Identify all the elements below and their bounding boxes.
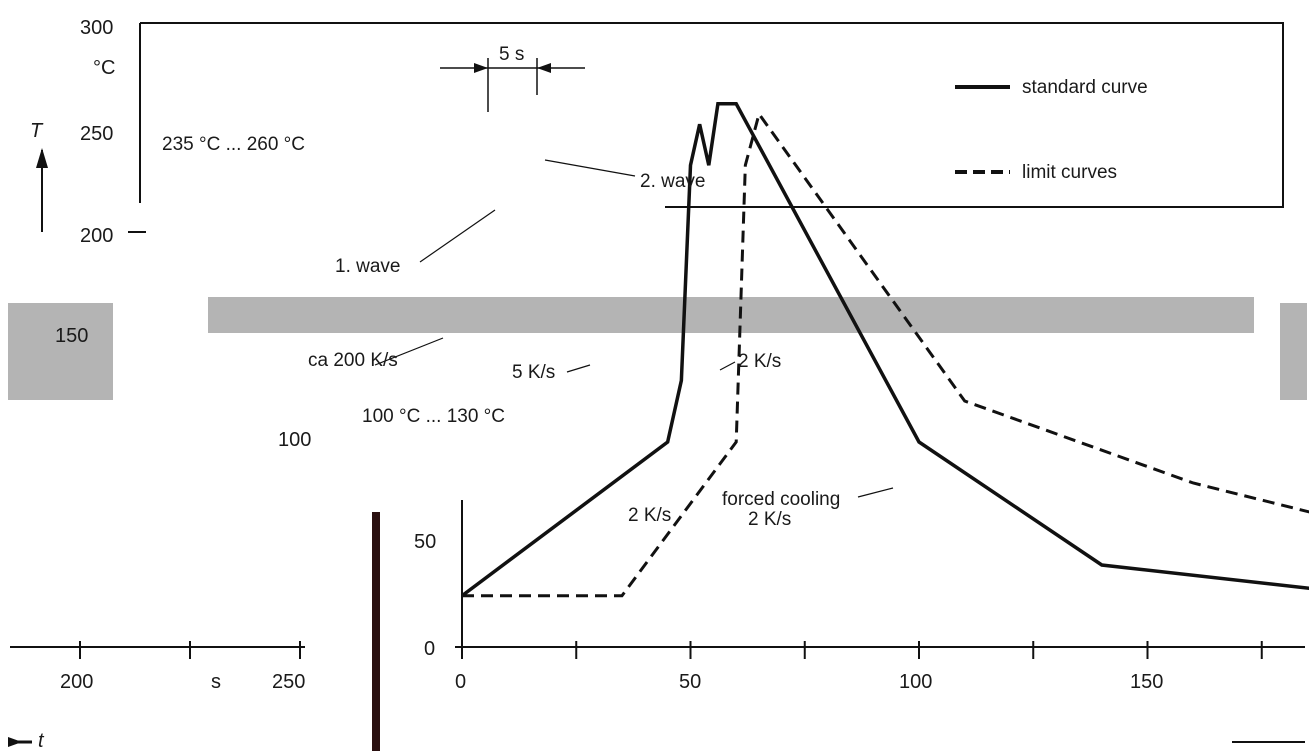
dwell-label: 5 s <box>499 44 524 65</box>
rate-5-label: 5 K/s <box>512 362 555 383</box>
y-tick-label: 150 <box>55 325 88 347</box>
leader <box>419 209 496 263</box>
x-tick-label: 250 <box>272 671 305 693</box>
standard-curve <box>460 102 1309 598</box>
glitch-band <box>1280 303 1307 400</box>
x-tick-label: 0 <box>455 671 466 693</box>
rate-2-lower-a-label: 2 K/s <box>628 505 671 526</box>
leader <box>857 487 894 498</box>
preheat-range-label: 100 °C ... 130 °C <box>362 406 505 427</box>
y-tick-label: 250 <box>80 123 113 145</box>
wave2-label: 2. wave <box>640 171 705 192</box>
forced-cooling-label: forced cooling <box>722 489 840 510</box>
time-arrowhead <box>8 737 22 747</box>
x-tick-label: 50 <box>679 671 701 693</box>
leader <box>374 337 444 366</box>
legend-limit-label: limit curves <box>1022 162 1117 183</box>
rate-2-upper-label: 2 K/s <box>738 351 781 372</box>
wave1-label: 1. wave <box>335 256 400 277</box>
legend-standard-label: standard curve <box>1022 77 1148 98</box>
y-tick-label: 50 <box>414 531 436 553</box>
x-tick-label: 200 <box>60 671 93 693</box>
x-unit-tick: s <box>211 671 221 693</box>
glitch-band <box>208 297 1254 333</box>
glitch-band <box>8 303 113 400</box>
dwell-arrowhead <box>537 63 551 73</box>
y-tick-label: 0 <box>424 638 435 660</box>
y-tick-label: 200 <box>80 225 113 247</box>
dwell-arrowhead <box>474 63 488 73</box>
leader <box>719 361 736 371</box>
leader <box>544 159 636 177</box>
scan-artifact <box>372 512 380 751</box>
y-tick-label: 300 <box>80 17 113 39</box>
rate-2-lower-b-label: 2 K/s <box>748 509 791 530</box>
x-axis-label: t <box>38 730 45 751</box>
rate-200-label: ca 200 K/s <box>308 350 398 371</box>
leader <box>566 364 591 373</box>
t-axis-arrowhead <box>36 148 48 168</box>
y-tick-label: 100 <box>278 429 311 451</box>
x-tick-label: 100 <box>899 671 932 693</box>
peak-range-label: 235 °C ... 260 °C <box>162 134 305 155</box>
y-unit-label: °C <box>93 57 115 79</box>
upper-frame <box>140 22 1284 208</box>
y-axis-label: T <box>30 120 44 142</box>
limit-curve <box>462 110 1309 598</box>
x-tick-label: 150 <box>1130 671 1163 693</box>
